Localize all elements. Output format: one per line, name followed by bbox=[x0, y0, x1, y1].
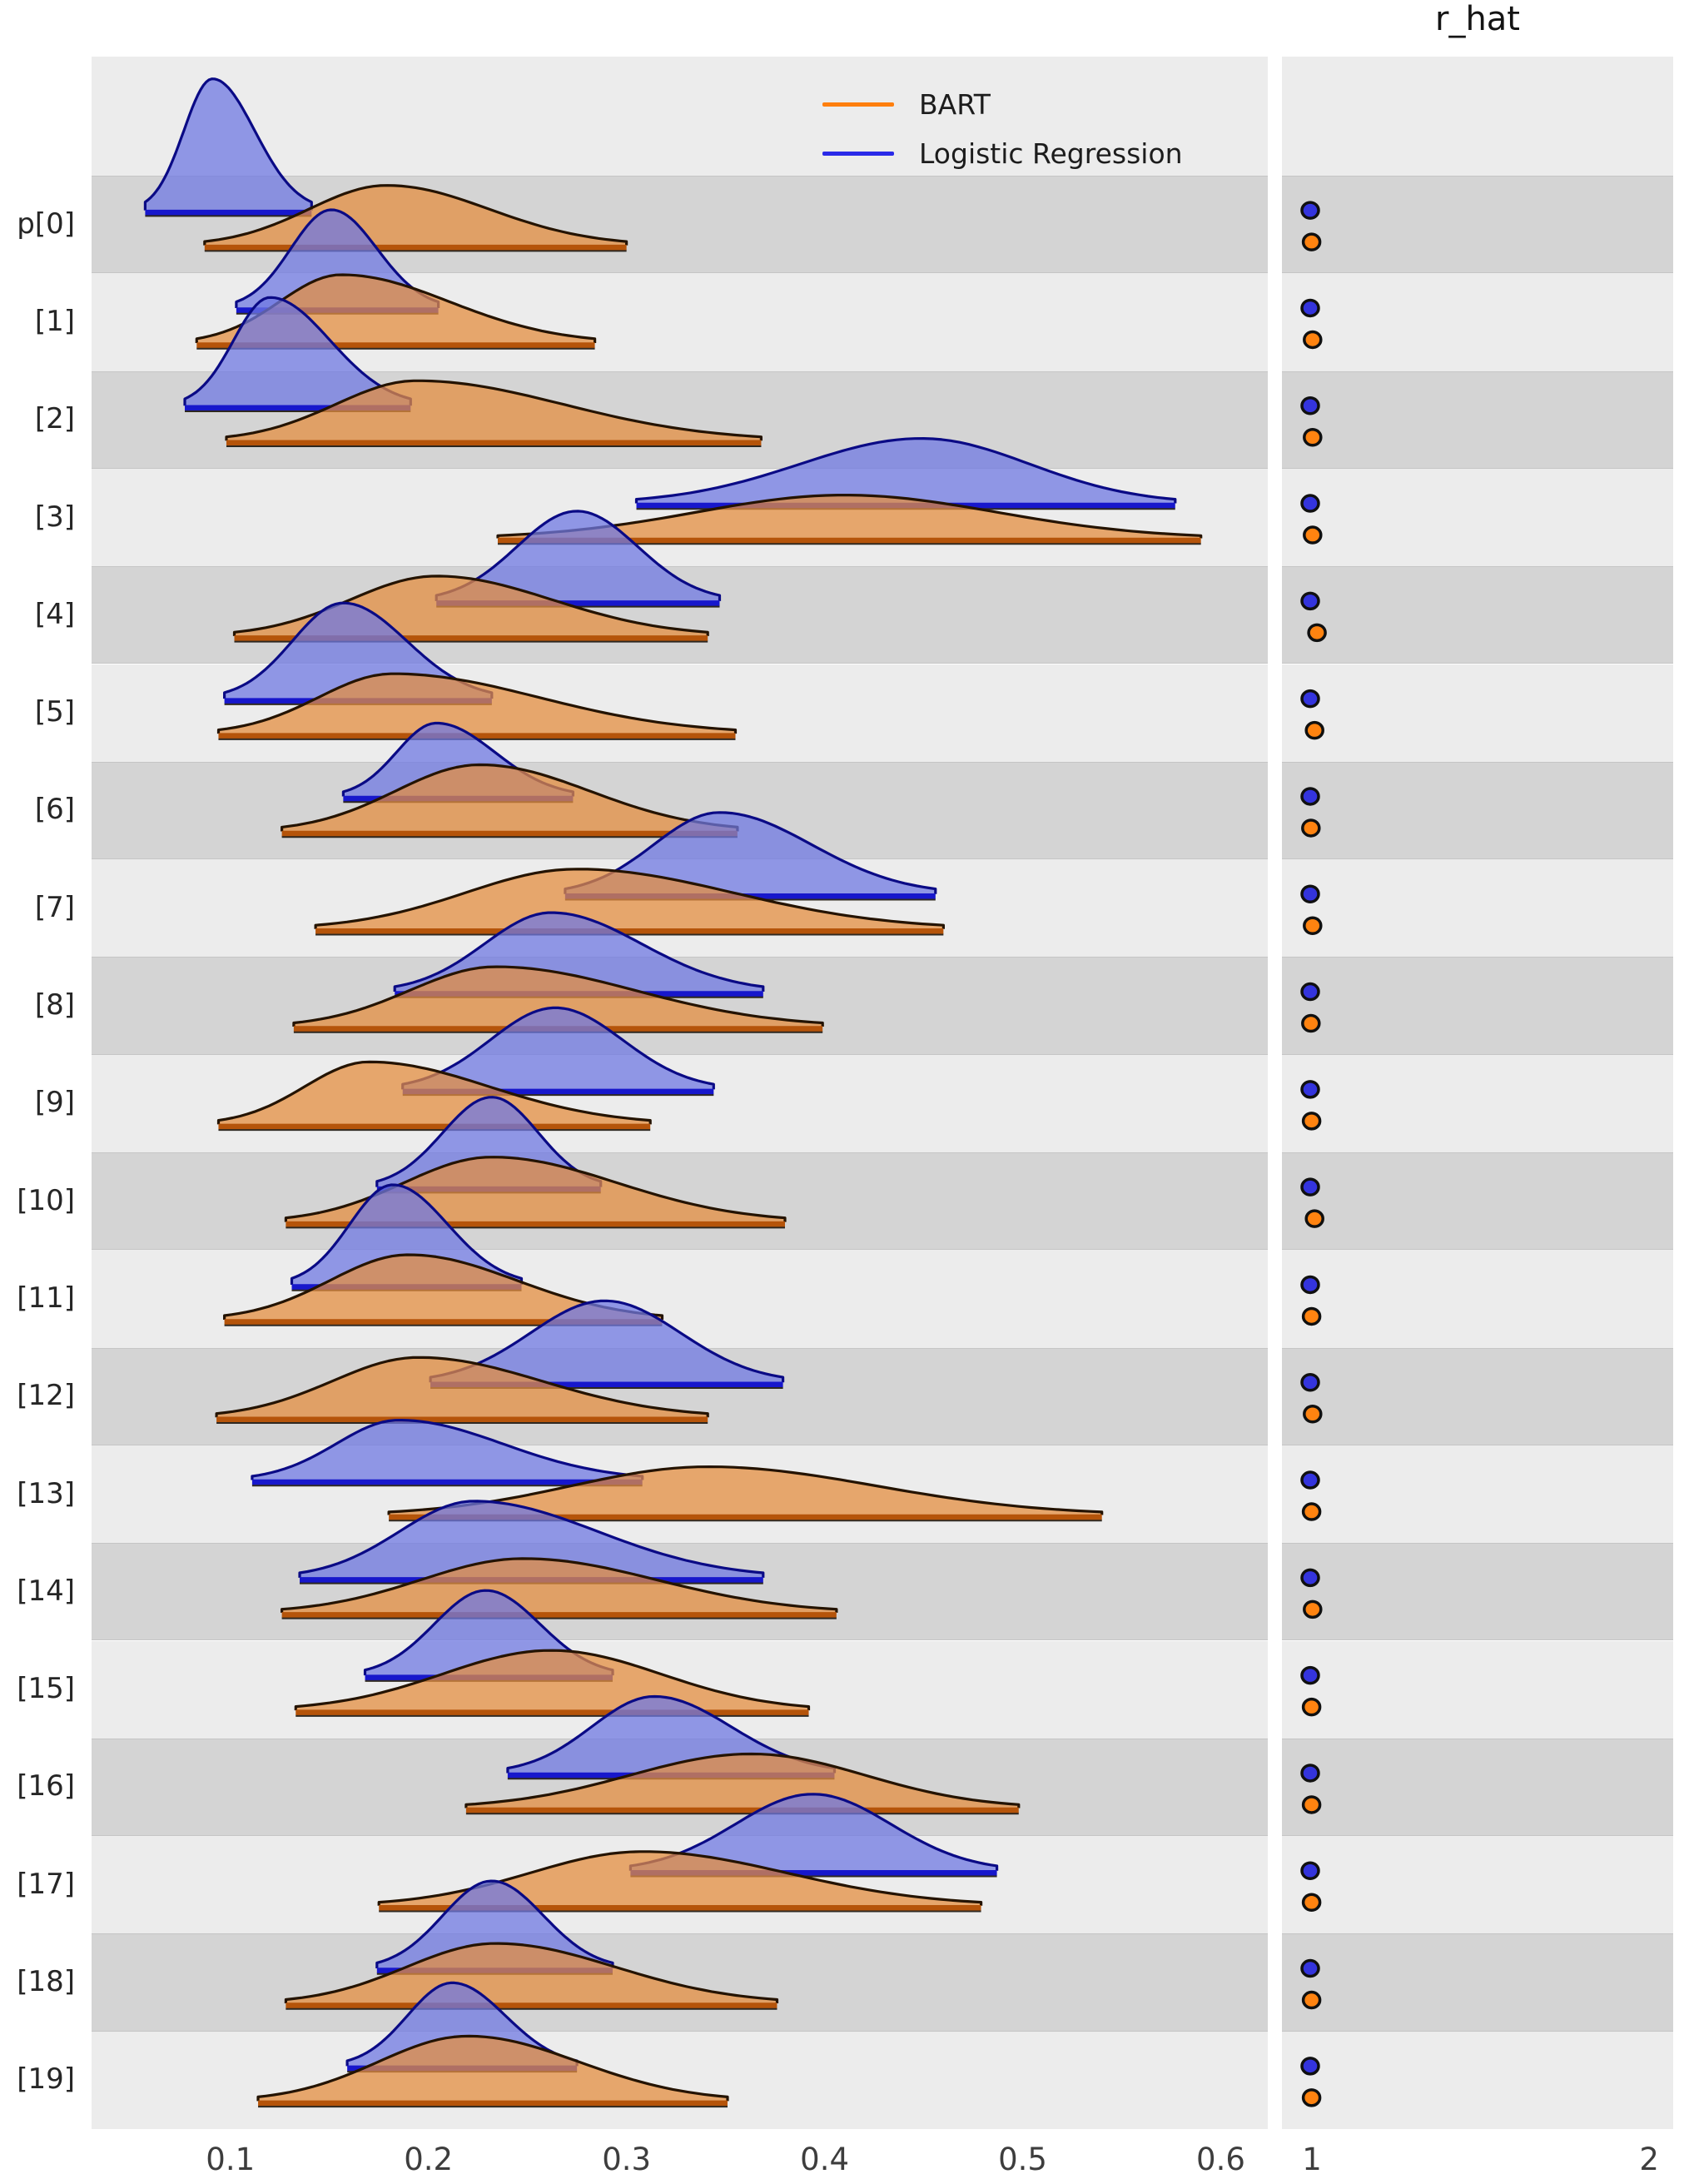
main-stripe-row-19 bbox=[92, 2031, 1268, 2129]
row-label-9: [9] bbox=[34, 1086, 75, 1120]
rhat-stripe-row-15 bbox=[1282, 1640, 1673, 1739]
bart-line-swatch bbox=[822, 102, 894, 107]
rhat-header-stripe bbox=[1282, 57, 1673, 176]
row-label-11: [11] bbox=[17, 1281, 75, 1316]
row-label-18: [18] bbox=[17, 1965, 75, 1999]
rhat-stripe-row-4 bbox=[1282, 566, 1673, 664]
x-tick-0.4: 0.4 bbox=[800, 2142, 849, 2177]
main-stripe-row-0 bbox=[92, 176, 1268, 274]
legend: BART Logistic Regression bbox=[822, 80, 1183, 178]
row-label-0: p[0] bbox=[17, 206, 75, 241]
row-label-13: [13] bbox=[17, 1476, 75, 1510]
rhat-stripe-row-2 bbox=[1282, 371, 1673, 469]
rhat-stripe-row-13 bbox=[1282, 1445, 1673, 1544]
rhat-stripe-row-5 bbox=[1282, 664, 1673, 762]
rhat-panel bbox=[1282, 57, 1673, 2129]
main-stripe-row-16 bbox=[92, 1738, 1268, 1837]
row-label-17: [17] bbox=[17, 1867, 75, 1901]
rhat-tick-1: 1 bbox=[1302, 2142, 1322, 2177]
row-label-10: [10] bbox=[17, 1183, 75, 1217]
main-stripe-row-14 bbox=[92, 1543, 1268, 1641]
row-label-3: [3] bbox=[34, 500, 75, 534]
x-tick-0.2: 0.2 bbox=[404, 2142, 454, 2177]
row-label-14: [14] bbox=[17, 1575, 75, 1609]
rhat-stripe-row-18 bbox=[1282, 1933, 1673, 2032]
x-tick-0.6: 0.6 bbox=[1196, 2142, 1245, 2177]
row-label-8: [8] bbox=[34, 988, 75, 1022]
main-stripe-row-9 bbox=[92, 1054, 1268, 1152]
rhat-stripe-row-19 bbox=[1282, 2031, 1673, 2129]
main-stripe-row-6 bbox=[92, 761, 1268, 860]
row-label-1: [1] bbox=[34, 305, 75, 339]
row-label-4: [4] bbox=[34, 598, 75, 632]
rhat-stripe-row-16 bbox=[1282, 1738, 1673, 1837]
row-label-2: [2] bbox=[34, 402, 75, 436]
rhat-stripe-row-9 bbox=[1282, 1054, 1673, 1152]
x-tick-0.5: 0.5 bbox=[998, 2142, 1047, 2177]
density-panel bbox=[92, 57, 1268, 2129]
legend-label-bart: BART bbox=[919, 88, 991, 121]
main-stripe-row-18 bbox=[92, 1933, 1268, 2032]
main-stripe-row-1 bbox=[92, 273, 1268, 371]
main-stripe-row-8 bbox=[92, 957, 1268, 1055]
main-stripe-row-17 bbox=[92, 1836, 1268, 1934]
rhat-stripe-row-0 bbox=[1282, 176, 1673, 274]
main-stripe-row-13 bbox=[92, 1445, 1268, 1544]
main-stripe-row-3 bbox=[92, 468, 1268, 567]
row-label-15: [15] bbox=[17, 1672, 75, 1706]
rhat-stripe-row-12 bbox=[1282, 1347, 1673, 1445]
legend-label-logistic-regression: Logistic Regression bbox=[919, 137, 1183, 170]
logistic-regression-line-swatch bbox=[822, 152, 894, 156]
rhat-stripe-row-6 bbox=[1282, 761, 1673, 860]
rhat-stripe-row-14 bbox=[1282, 1543, 1673, 1641]
main-stripe-row-12 bbox=[92, 1347, 1268, 1445]
main-stripe-row-11 bbox=[92, 1250, 1268, 1348]
rhat-stripe-row-17 bbox=[1282, 1836, 1673, 1934]
row-label-6: [6] bbox=[34, 793, 75, 827]
legend-item-bart: BART bbox=[822, 80, 1183, 129]
rhat-stripe-row-1 bbox=[1282, 273, 1673, 371]
rhat-stripe-row-8 bbox=[1282, 957, 1673, 1055]
row-label-7: [7] bbox=[34, 890, 75, 924]
row-label-12: [12] bbox=[17, 1379, 75, 1413]
rhat-stripe-row-7 bbox=[1282, 859, 1673, 958]
legend-item-logistic-regression: Logistic Regression bbox=[822, 129, 1183, 178]
main-stripe-row-4 bbox=[92, 566, 1268, 664]
main-stripe-row-10 bbox=[92, 1152, 1268, 1251]
x-tick-0.3: 0.3 bbox=[602, 2142, 652, 2177]
row-label-19: [19] bbox=[17, 2062, 75, 2097]
rhat-stripe-row-10 bbox=[1282, 1152, 1673, 1251]
rhat-stripe-row-11 bbox=[1282, 1250, 1673, 1348]
rhat-panel-title: r_hat bbox=[1435, 0, 1520, 38]
rhat-stripe-row-3 bbox=[1282, 468, 1673, 567]
rhat-tick-2: 2 bbox=[1639, 2142, 1659, 2177]
row-label-5: [5] bbox=[34, 695, 75, 729]
main-stripe-row-2 bbox=[92, 371, 1268, 469]
row-label-16: [16] bbox=[17, 1769, 75, 1803]
main-stripe-row-15 bbox=[92, 1640, 1268, 1739]
main-stripe-row-7 bbox=[92, 859, 1268, 958]
x-tick-0.1: 0.1 bbox=[206, 2142, 256, 2177]
main-stripe-row-5 bbox=[92, 664, 1268, 762]
